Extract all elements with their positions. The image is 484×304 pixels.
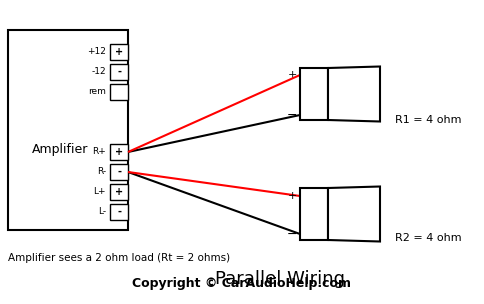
Polygon shape <box>328 67 380 122</box>
Text: +: + <box>115 187 123 197</box>
Text: −: − <box>287 109 297 122</box>
Text: Amplifier sees a 2 ohm load (Rt = 2 ohms): Amplifier sees a 2 ohm load (Rt = 2 ohms… <box>8 253 230 263</box>
Text: +: + <box>287 191 297 201</box>
Text: +: + <box>115 47 123 57</box>
Bar <box>300 68 328 120</box>
Text: −: − <box>287 227 297 240</box>
Text: -: - <box>117 167 121 177</box>
Bar <box>110 84 128 100</box>
Text: R2 = 4 ohm: R2 = 4 ohm <box>395 233 462 243</box>
Text: +: + <box>115 147 123 157</box>
Bar <box>300 188 328 240</box>
Text: -: - <box>117 67 121 77</box>
Text: Amplifier: Amplifier <box>32 143 88 157</box>
Text: R1 = 4 ohm: R1 = 4 ohm <box>395 115 462 125</box>
Text: +12: +12 <box>87 47 106 57</box>
Bar <box>110 144 128 160</box>
Bar <box>110 44 128 60</box>
Text: L-: L- <box>98 208 106 216</box>
Bar <box>8 30 128 230</box>
Text: +: + <box>287 70 297 80</box>
Text: rem: rem <box>88 88 106 96</box>
Text: R-: R- <box>97 168 106 177</box>
Text: Parallel Wiring: Parallel Wiring <box>215 270 345 288</box>
Bar <box>110 184 128 200</box>
Text: L+: L+ <box>93 188 106 196</box>
Text: R+: R+ <box>92 147 106 157</box>
Bar <box>110 164 128 180</box>
Text: Copyright © CarAudioHelp.com: Copyright © CarAudioHelp.com <box>133 278 351 291</box>
Text: -12: -12 <box>91 67 106 77</box>
Text: -: - <box>117 207 121 217</box>
Bar <box>110 64 128 80</box>
Bar <box>110 204 128 220</box>
Polygon shape <box>328 186 380 241</box>
